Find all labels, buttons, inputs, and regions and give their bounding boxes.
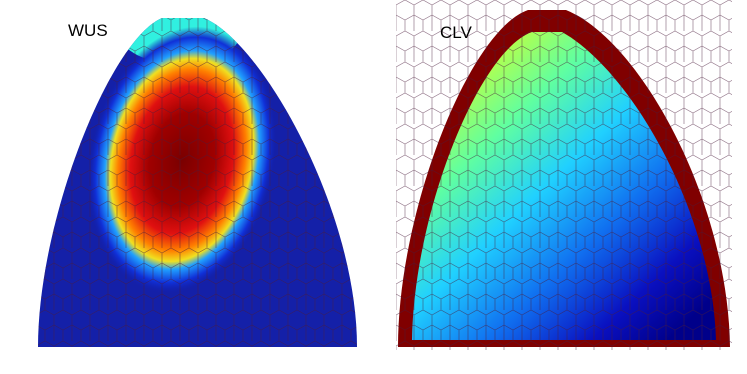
wus-panel: WUS [38,18,357,347]
panel-label: CLV [440,23,472,42]
cell-mesh [38,18,357,347]
cell-mesh [396,0,732,350]
panel-label: WUS [68,21,108,40]
clv-panel: CLV [396,0,732,350]
